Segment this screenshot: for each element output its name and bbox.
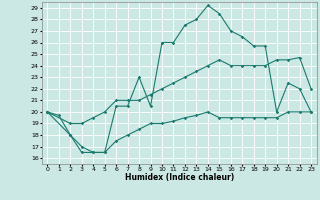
- X-axis label: Humidex (Indice chaleur): Humidex (Indice chaleur): [124, 173, 234, 182]
